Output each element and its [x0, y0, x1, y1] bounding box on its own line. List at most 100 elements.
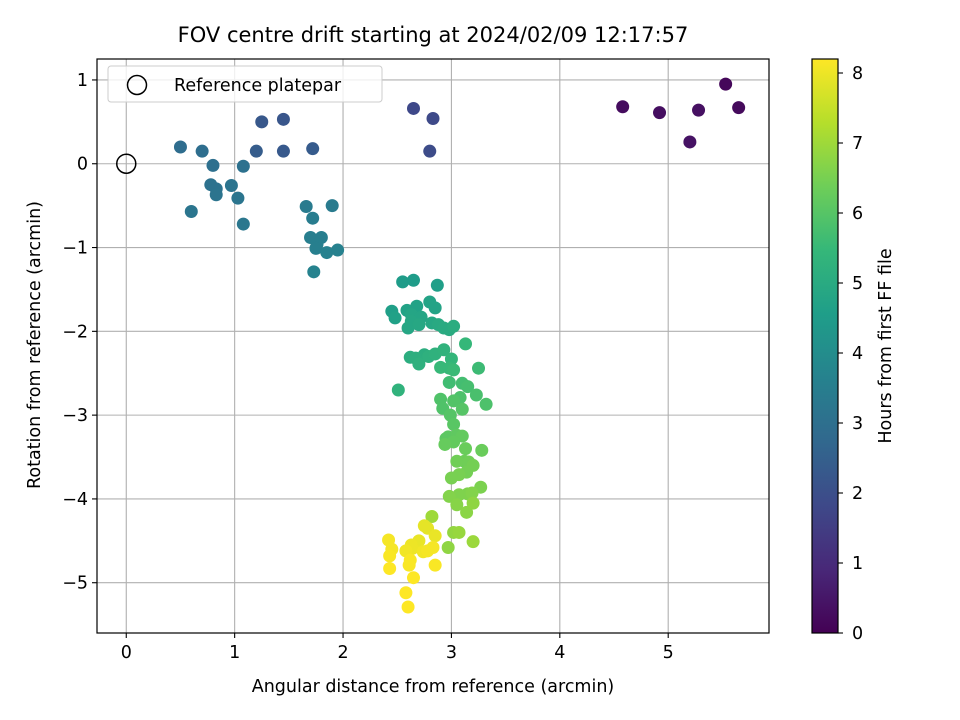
data-point — [255, 115, 269, 129]
colorbar: 0 1 2 3 4 5 6 7 8 Hours from first FF file — [811, 58, 896, 644]
y-tick-label: 1 — [77, 71, 88, 91]
data-point — [401, 600, 415, 614]
data-point — [402, 558, 416, 572]
data-point — [732, 101, 746, 115]
colorbar-tick-label: 5 — [852, 274, 863, 294]
data-point — [452, 488, 466, 502]
data-point — [444, 471, 458, 485]
data-point — [428, 558, 442, 572]
data-point — [438, 437, 452, 451]
grid — [97, 59, 769, 633]
data-point — [465, 486, 479, 500]
data-point — [195, 144, 209, 158]
colorbar-tick-label: 6 — [852, 204, 863, 224]
data-point — [459, 442, 473, 456]
data-point — [383, 549, 397, 563]
data-point — [406, 571, 420, 585]
legend: Reference platepar — [107, 65, 383, 103]
colorbar-tick-label: 0 — [852, 624, 863, 644]
data-point — [423, 144, 437, 158]
x-tick-label: 2 — [337, 643, 348, 663]
data-point — [452, 525, 466, 539]
data-point — [399, 586, 413, 600]
data-point — [236, 217, 250, 231]
colorbar-tick-label: 2 — [852, 484, 863, 504]
legend-label-reference: Reference platepar — [174, 76, 342, 96]
data-point — [231, 191, 245, 205]
data-point — [475, 443, 489, 457]
colorbar-tick-label: 7 — [852, 134, 863, 154]
data-point — [331, 243, 345, 257]
data-point — [450, 498, 464, 512]
data-point — [447, 363, 461, 377]
data-point — [209, 188, 223, 202]
data-point — [460, 505, 474, 519]
y-tick-label: −2 — [62, 322, 88, 342]
data-point — [447, 417, 461, 431]
data-point — [442, 375, 456, 389]
data-point — [249, 144, 263, 158]
data-point — [437, 343, 451, 357]
data-point — [388, 311, 402, 325]
data-point — [276, 112, 290, 126]
colorbar-gradient — [811, 58, 839, 634]
y-tick-label: −5 — [62, 574, 88, 594]
scatter-points — [173, 77, 746, 614]
data-point — [472, 361, 486, 375]
x-tick-label: 5 — [663, 643, 674, 663]
data-point — [406, 101, 420, 115]
x-tick-label: 4 — [554, 643, 565, 663]
x-tick-label: 3 — [446, 643, 457, 663]
data-point — [236, 159, 250, 173]
data-point — [401, 321, 415, 335]
data-point — [425, 510, 439, 524]
data-point — [447, 394, 461, 408]
plot-frame — [96, 58, 770, 634]
reference-platepar-marker — [116, 153, 137, 174]
x-tick-label: 0 — [121, 643, 132, 663]
x-axis-label: Angular distance from reference (arcmin) — [252, 677, 615, 697]
x-tick-label: 1 — [229, 643, 240, 663]
data-point — [469, 388, 483, 402]
data-point — [412, 318, 426, 332]
data-point — [683, 135, 697, 149]
data-point — [430, 278, 444, 292]
axis-ticks: 0 1 2 3 4 5 −5 −4 −3 −2 −1 0 1 — [62, 71, 674, 663]
data-point — [184, 205, 198, 219]
data-point — [412, 357, 426, 371]
data-point — [320, 246, 334, 260]
data-point — [441, 541, 455, 555]
data-point — [309, 241, 323, 255]
data-point — [455, 402, 469, 416]
data-point — [447, 319, 461, 333]
data-point — [719, 77, 733, 91]
data-point — [428, 301, 442, 315]
data-point — [224, 179, 238, 193]
y-tick-label: 0 — [77, 155, 88, 175]
colorbar-label: Hours from first FF file — [876, 248, 896, 443]
y-tick-label: −1 — [62, 239, 88, 259]
data-point — [396, 275, 410, 289]
colorbar-tick-label: 3 — [852, 414, 863, 434]
data-point — [406, 273, 420, 287]
data-point — [692, 103, 706, 117]
data-point — [307, 265, 321, 279]
data-point — [461, 380, 475, 394]
data-point — [173, 140, 187, 154]
y-tick-label: −3 — [62, 406, 88, 426]
data-point — [426, 541, 440, 555]
data-point — [391, 383, 405, 397]
data-point — [466, 496, 480, 510]
data-point — [653, 106, 667, 120]
data-point — [459, 337, 473, 351]
data-point — [428, 529, 442, 543]
data-point — [206, 158, 220, 172]
data-point — [442, 489, 456, 503]
colorbar-tick-label: 4 — [852, 344, 863, 364]
data-point — [450, 454, 464, 468]
data-point — [325, 199, 339, 213]
data-point — [616, 100, 630, 114]
legend-box — [107, 65, 383, 103]
